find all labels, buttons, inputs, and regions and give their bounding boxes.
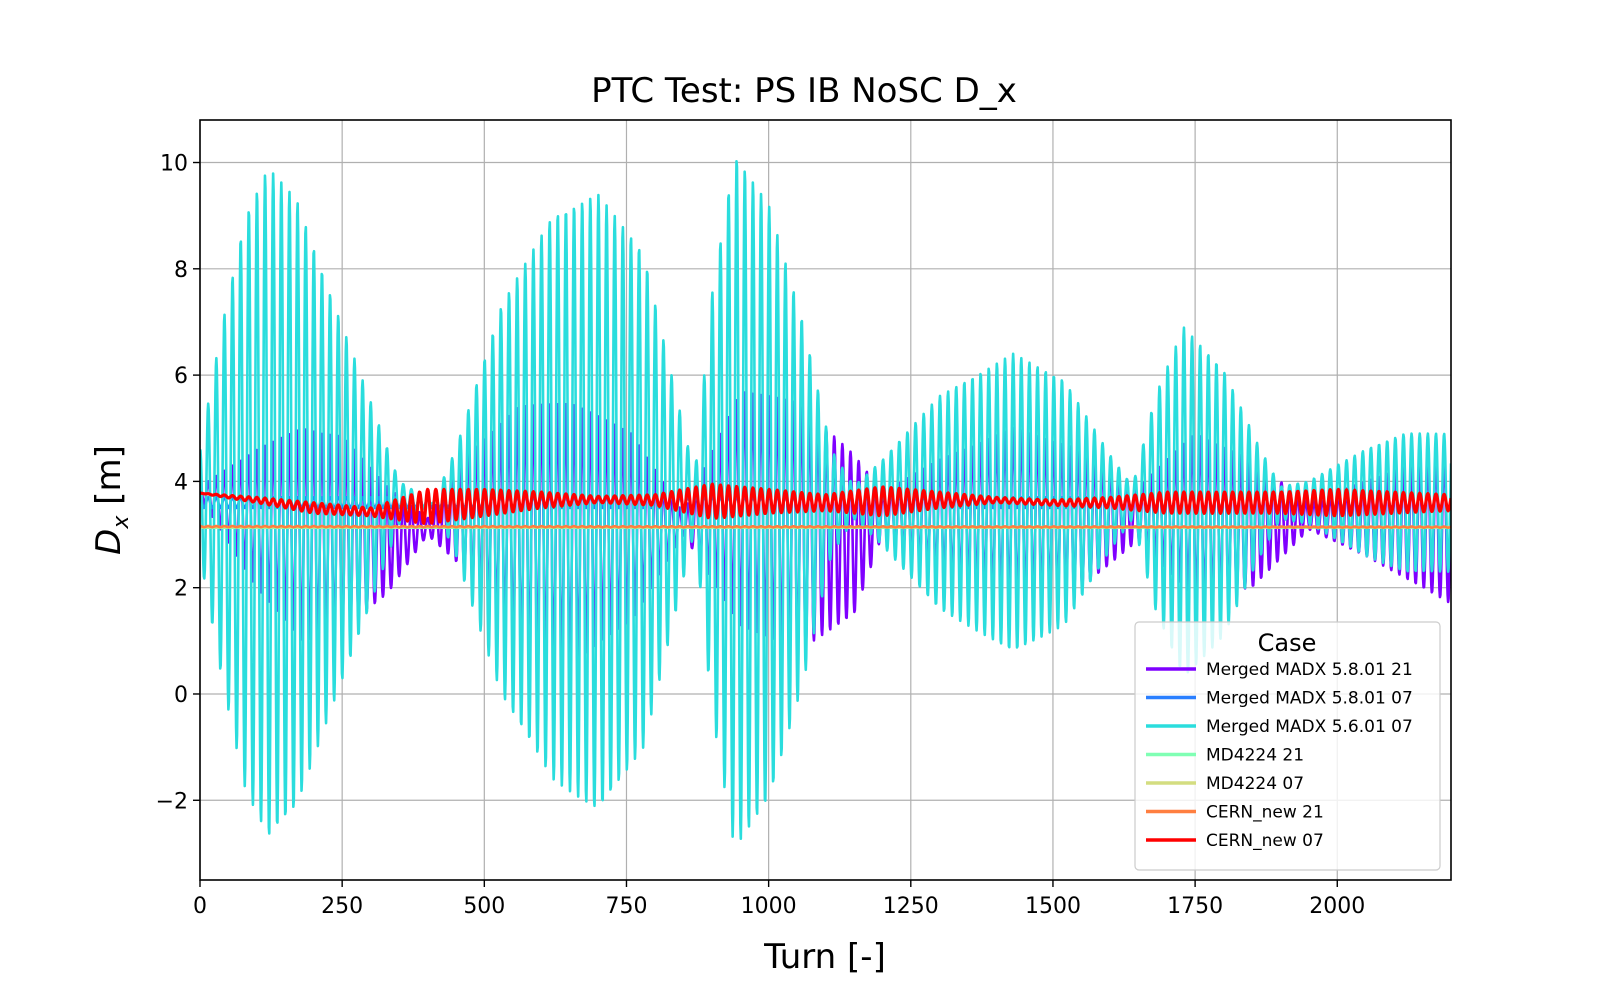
y-tick-label: 4 <box>174 470 188 495</box>
y-tick-label: 10 <box>160 152 188 177</box>
legend-entry-label: CERN_new 21 <box>1206 803 1324 823</box>
chart-title: PTC Test: PS IB NoSC D_x <box>591 71 1017 111</box>
x-tick-label: 1000 <box>741 894 797 919</box>
axis-ticks: 0 250 500 750 1000 1250 1500 1750 2000 −2 0 2 4 6 8 10 <box>156 152 1366 919</box>
legend-entry-label: MD4224 07 <box>1206 774 1304 794</box>
plot-frame <box>199 119 1452 881</box>
y-axis-label-symbol: D <box>89 529 129 555</box>
y-tick-label: 8 <box>174 258 188 283</box>
y-tick-label: 2 <box>174 577 188 602</box>
x-axis-label: Turn [-] <box>763 937 886 977</box>
x-tick-label: 1250 <box>883 894 939 919</box>
series-line <box>200 524 1451 529</box>
y-tick-label: −2 <box>156 789 188 814</box>
legend-entries: Merged MADX 5.8.01 21 Merged MADX 5.8.01 … <box>1146 660 1413 851</box>
legend-entry-label: MD4224 21 <box>1206 746 1304 766</box>
x-tick-label: 1750 <box>1167 894 1223 919</box>
x-tick-label: 0 <box>193 894 207 919</box>
x-tick-label: 2000 <box>1309 894 1365 919</box>
x-tick-label: 750 <box>605 894 647 919</box>
y-tick-label: 6 <box>174 364 188 389</box>
y-axis-label: Dx [m] <box>89 445 134 555</box>
legend-entry-label: Merged MADX 5.8.01 07 <box>1206 689 1413 709</box>
x-tick-label: 250 <box>321 894 363 919</box>
x-tick-label: 1500 <box>1025 894 1081 919</box>
y-axis-label-unit: [m] <box>89 445 129 515</box>
legend-box <box>1134 621 1441 871</box>
legend-entry-label: Merged MADX 5.8.01 21 <box>1206 660 1413 680</box>
legend-entry-label: CERN_new 07 <box>1206 831 1324 851</box>
legend-title: Case <box>1258 629 1317 657</box>
legend-entry-label: Merged MADX 5.6.01 07 <box>1206 717 1413 737</box>
y-tick-label: 0 <box>174 683 188 708</box>
x-tick-label: 500 <box>463 894 505 919</box>
y-axis-label-subscript: x <box>109 515 134 530</box>
series-line <box>200 482 1451 525</box>
series-layer <box>200 159 1451 841</box>
